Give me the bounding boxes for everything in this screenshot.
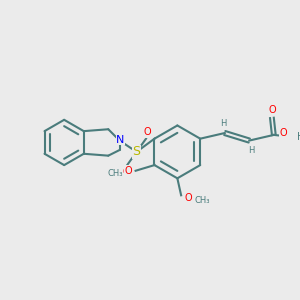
Text: H: H bbox=[220, 119, 226, 128]
Text: CH₃: CH₃ bbox=[194, 196, 210, 206]
Text: N: N bbox=[116, 135, 125, 145]
Text: H: H bbox=[248, 146, 254, 154]
Text: O: O bbox=[185, 193, 193, 203]
Text: O: O bbox=[268, 105, 276, 116]
Text: O: O bbox=[124, 166, 132, 176]
Text: H: H bbox=[296, 132, 300, 142]
Text: S: S bbox=[133, 146, 141, 158]
Text: O: O bbox=[143, 127, 151, 137]
Text: CH₃: CH₃ bbox=[107, 169, 123, 178]
Text: O: O bbox=[279, 128, 287, 138]
Text: O: O bbox=[122, 167, 130, 177]
